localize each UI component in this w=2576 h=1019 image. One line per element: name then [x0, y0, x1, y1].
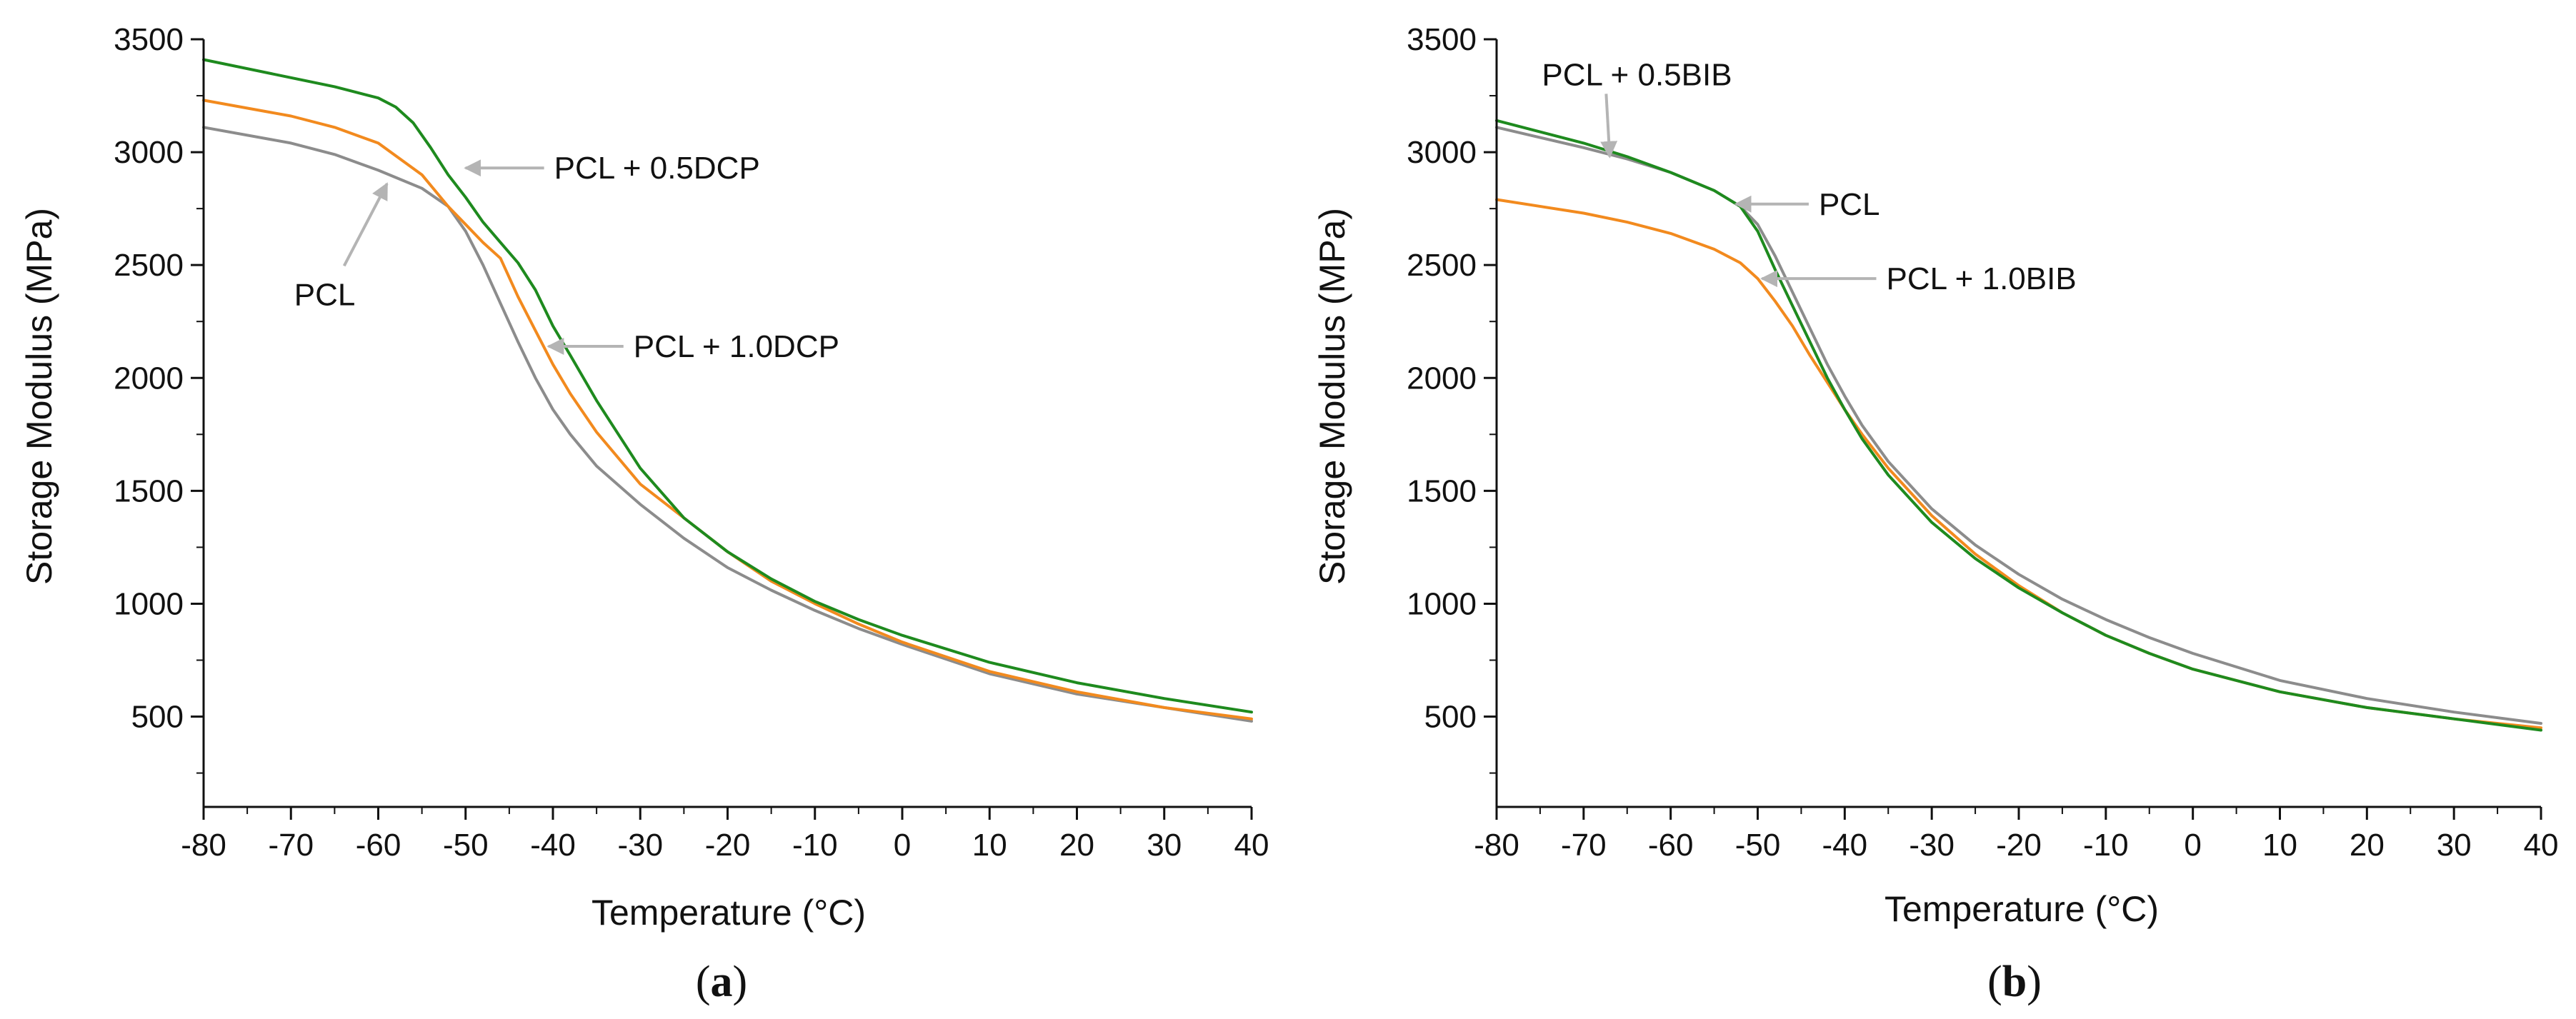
y-tick-label: 3000: [1407, 135, 1477, 170]
y-tick-label: 3500: [114, 22, 184, 57]
panel-label-b-open: (: [1987, 958, 2002, 1006]
x-tick-label: -10: [2083, 828, 2129, 863]
panel-label-a-letter: a: [711, 958, 733, 1006]
y-tick-label: 3500: [1407, 22, 1477, 57]
chart-panel-a: -80 -70 -60 -50 -40 -30 -20 -10 0 10 20 30 40 500 1000…: [19, 22, 1269, 1006]
x-tick-label: 40: [2524, 828, 2559, 863]
series-line-pcl-0-5bib: [1495, 119, 2542, 732]
x-tick-label: -30: [1909, 828, 1955, 863]
panel-label-b: (b): [1987, 958, 2042, 1006]
annotation-label: PCL + 1.0DCP: [634, 329, 839, 364]
x-tick-label: -60: [1648, 828, 1694, 863]
x-tick-label: -80: [181, 828, 226, 863]
plot-lines-a: [202, 58, 1253, 723]
annotation-label: PCL: [294, 277, 356, 312]
x-tick-label: 10: [2262, 828, 2297, 863]
annotation-label: PCL + 0.5BIB: [1542, 57, 1732, 92]
x-tick-label: -40: [530, 828, 576, 863]
x-axis-title-a: Temperature (°C): [591, 893, 866, 933]
panel-label-a-open: (: [696, 958, 711, 1006]
series-line-pcl: [1495, 126, 2542, 725]
annotation-label: PCL + 0.5DCP: [554, 151, 760, 186]
chart-panel-b: -80 -70 -60 -50 -40 -30 -20 -10 0 10 20 30 40 500 1000…: [1312, 22, 2558, 1006]
y-tick-label: 2000: [1407, 361, 1477, 396]
x-tick-label: -30: [617, 828, 663, 863]
y-axis-title-b: Storage Modulus (MPa): [1312, 208, 1352, 585]
x-tick-label: -40: [1822, 828, 1868, 863]
x-axis-title-b: Temperature (°C): [1884, 889, 2159, 929]
y-tick-label: 1000: [1407, 586, 1477, 621]
y-tick-label: 2000: [114, 361, 184, 396]
panel-label-b-letter: b: [2002, 958, 2027, 1006]
x-tick-label: -60: [356, 828, 401, 863]
plot-lines-b: [1495, 119, 2542, 732]
annotations-a: PCL + 0.5DCP PCL PCL + 1.0DCP: [294, 151, 839, 364]
panel-label-a: (a): [696, 958, 747, 1006]
ticks-b: -80 -70 -60 -50 -40 -30 -20 -10 0 10 20 30 40 500 1000…: [1407, 22, 2558, 863]
x-tick-label: 30: [2437, 828, 2472, 863]
series-line-pcl-1-0dcp: [202, 99, 1253, 721]
x-tick-label: -80: [1474, 828, 1519, 863]
annotations-b: PCL + 0.5BIB PCL PCL + 1.0BIB: [1542, 57, 2076, 296]
x-tick-label: 40: [1234, 828, 1269, 863]
x-tick-label: -70: [268, 828, 314, 863]
panel-label-b-close: ): [2027, 958, 2042, 1006]
axes-b: [1495, 39, 2541, 808]
x-tick-label: 0: [894, 828, 911, 863]
x-tick-label: -20: [705, 828, 751, 863]
x-tick-label: -20: [1996, 828, 2042, 863]
x-tick-label: -70: [1561, 828, 1607, 863]
x-tick-label: -50: [1735, 828, 1781, 863]
x-tick-label: 0: [2184, 828, 2201, 863]
y-tick-label: 1000: [114, 586, 184, 621]
x-tick-label: 10: [972, 828, 1007, 863]
x-tick-label: 30: [1147, 828, 1182, 863]
annotation-label: PCL: [1819, 187, 1880, 222]
y-tick-label: 500: [131, 700, 184, 735]
y-tick-label: 500: [1424, 700, 1477, 735]
y-tick-label: 1500: [114, 473, 184, 508]
x-tick-label: 20: [2350, 828, 2385, 863]
annotation-label: PCL + 1.0BIB: [1887, 261, 2077, 296]
y-tick-label: 3000: [114, 135, 184, 170]
x-tick-label: 20: [1059, 828, 1094, 863]
y-tick-label: 1500: [1407, 473, 1477, 508]
y-tick-label: 2500: [1407, 248, 1477, 283]
panel-label-a-close: ): [733, 958, 748, 1006]
y-tick-label: 2500: [114, 248, 184, 283]
x-tick-label: -10: [792, 828, 838, 863]
x-tick-label: -50: [443, 828, 489, 863]
annotation-arrow: [1600, 94, 1618, 159]
series-line-pcl: [202, 126, 1253, 723]
annotation-arrow: [342, 182, 389, 267]
ticks-a: -80 -70 -60 -50 -40 -30 -20 -10 0 10 20 30 40 500 1000…: [114, 22, 1269, 863]
y-axis-title-a: Storage Modulus (MPa): [19, 208, 59, 585]
series-line-pcl-0-5dcp: [202, 58, 1253, 714]
